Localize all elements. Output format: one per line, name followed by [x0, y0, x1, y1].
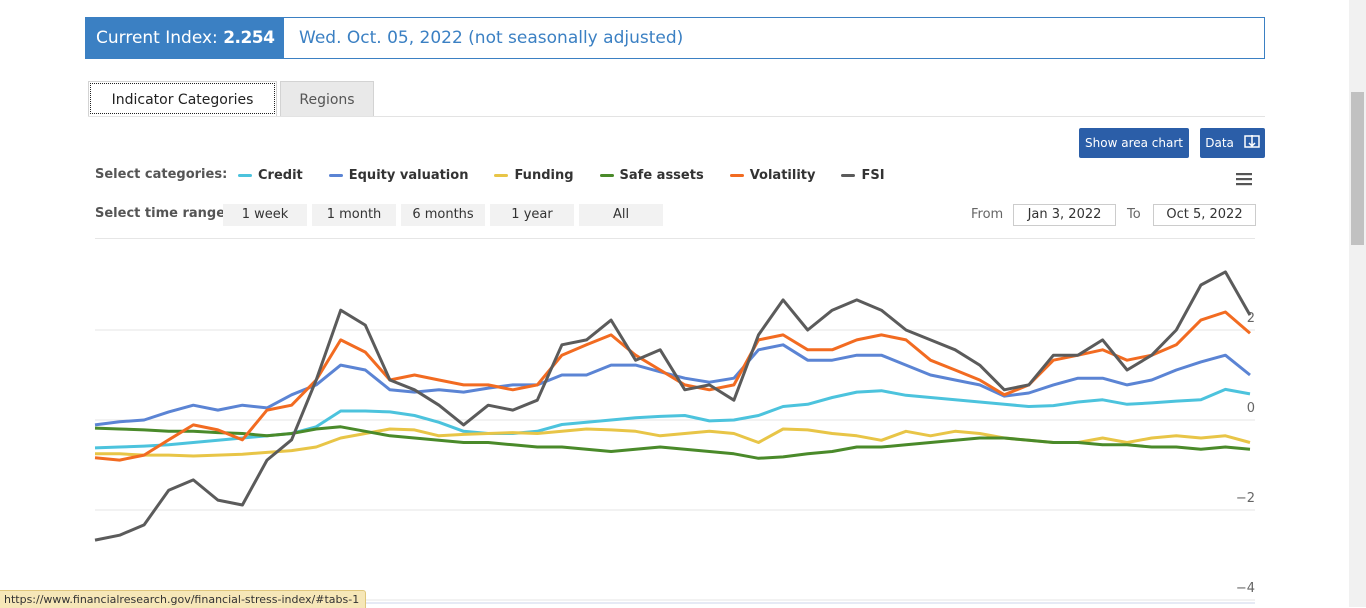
- data-button-label: Data: [1205, 136, 1234, 150]
- from-date[interactable]: Jan 3, 2022: [1013, 204, 1116, 226]
- time-range-button[interactable]: 1 month: [312, 204, 396, 226]
- legend: Credit Equity valuation Funding Safe assets…: [238, 166, 885, 184]
- legend-label: Equity valuation: [348, 167, 469, 183]
- separator: [95, 238, 1255, 239]
- time-range-buttons: 1 week 1 month 6 months 1 year All: [223, 204, 663, 226]
- legend-swatch: [328, 173, 343, 177]
- index-value: 2.254: [223, 28, 275, 48]
- series-line: [94, 343, 1251, 427]
- legend-swatch: [729, 173, 744, 177]
- legend-item[interactable]: Volatility: [729, 166, 816, 184]
- index-header: Current Index: 2.254 Wed. Oct. 05, 2022 …: [85, 17, 1265, 59]
- series-line: [94, 310, 1251, 462]
- time-range-button[interactable]: 1 week: [223, 204, 307, 226]
- legend-swatch: [494, 173, 509, 177]
- menu-icon[interactable]: [1236, 172, 1253, 186]
- index-date: Wed. Oct. 05, 2022 (not seasonally adjus…: [299, 28, 684, 48]
- y-tick-label: 2: [1247, 311, 1255, 326]
- legend-item[interactable]: FSI: [841, 166, 885, 184]
- index-box: Current Index: 2.254: [86, 18, 284, 58]
- legend-swatch: [599, 173, 614, 177]
- y-tick-label: −4: [1236, 581, 1255, 596]
- time-range-button[interactable]: 1 year: [490, 204, 574, 226]
- tab-divider: [88, 116, 1265, 117]
- series-line: [94, 425, 1251, 460]
- download-icon: [1243, 135, 1260, 148]
- legend-label: Volatility: [749, 167, 816, 183]
- legend-label: FSI: [861, 167, 885, 183]
- tab[interactable]: Indicator Categories: [88, 81, 277, 116]
- legend-label: Credit: [258, 167, 303, 183]
- data-button[interactable]: Data: [1200, 128, 1265, 158]
- to-label: To: [1127, 207, 1141, 222]
- time-range-label: Select time range:: [95, 206, 231, 221]
- time-range-button[interactable]: 6 months: [401, 204, 485, 226]
- scrollbar-thumb[interactable]: [1351, 92, 1364, 245]
- time-range-button[interactable]: All: [579, 204, 663, 226]
- legend-label: Safe assets: [619, 167, 704, 183]
- to-date[interactable]: Oct 5, 2022: [1153, 204, 1256, 226]
- area-chart-button[interactable]: Show area chart: [1079, 128, 1189, 158]
- from-label: From: [971, 207, 1004, 222]
- legend-item[interactable]: Funding: [494, 166, 574, 184]
- chart: −4 −2 0 2: [94, 270, 1255, 604]
- legend-swatch: [238, 173, 252, 177]
- series-line: [94, 270, 1252, 542]
- legend-swatch: [841, 173, 856, 177]
- y-tick-label: 0: [1247, 401, 1255, 416]
- y-tick-label: −2: [1236, 491, 1255, 506]
- series-line: [94, 387, 1251, 450]
- index-label: Current Index:: [96, 28, 218, 48]
- status-bar: https://www.financialresearch.gov/financ…: [0, 590, 367, 608]
- legend-item[interactable]: Equity valuation: [328, 166, 469, 184]
- legend-item[interactable]: Credit: [238, 166, 303, 184]
- categories-label: Select categories:: [95, 167, 228, 182]
- legend-item[interactable]: Safe assets: [599, 166, 704, 184]
- tab[interactable]: Regions: [280, 81, 374, 116]
- legend-label: Funding: [514, 167, 574, 183]
